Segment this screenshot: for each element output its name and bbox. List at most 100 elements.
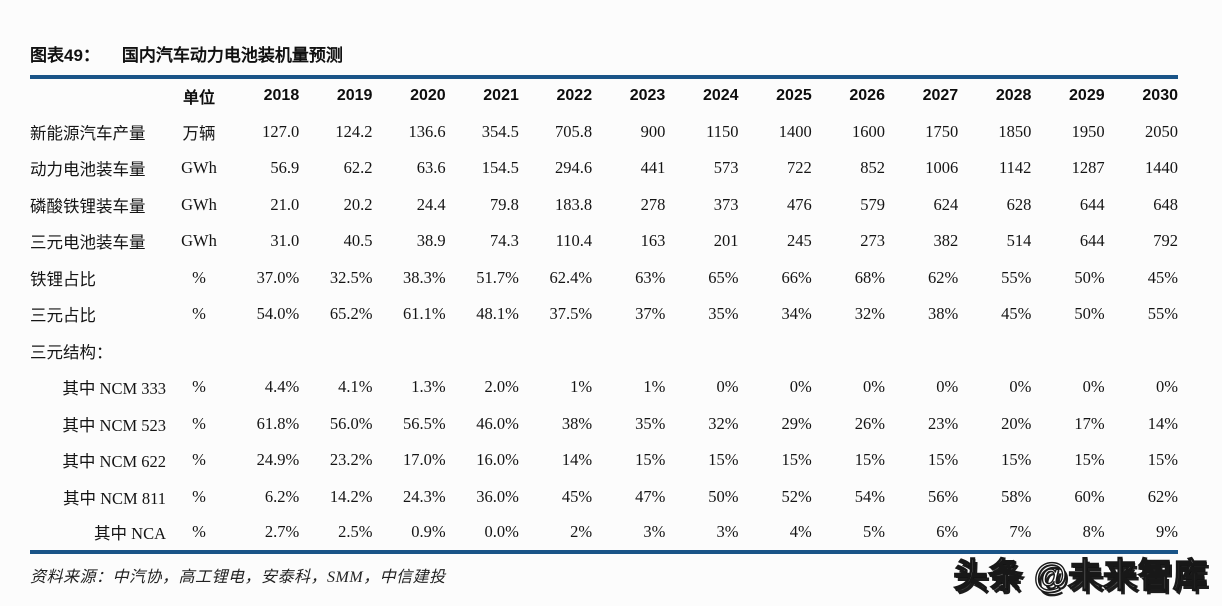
cell-value: 0% (862, 377, 885, 397)
cell-value: 23.2% (329, 450, 373, 470)
cell-value (299, 333, 372, 370)
cell-value: 0% (789, 377, 812, 397)
cell-value: 52% (781, 486, 812, 506)
row-unit: GWh (181, 158, 217, 178)
cell-value: 38.9 (416, 231, 446, 251)
cell-value: 7% (1009, 522, 1032, 542)
cell-value: 23% (927, 413, 959, 433)
cell-value: 62% (927, 267, 959, 287)
cell-value (446, 333, 519, 370)
cell-value: 705.8 (554, 121, 593, 141)
cell-value: 201 (713, 231, 739, 251)
cell-value: 45% (1147, 267, 1178, 287)
row-label: 铁锂占比 (30, 269, 96, 289)
cell-value: 354.5 (481, 121, 519, 141)
cell-value: 68% (854, 267, 885, 287)
cell-value (885, 333, 958, 370)
cell-value (1105, 333, 1178, 370)
row-unit: GWh (181, 194, 217, 214)
cell-value: 32% (854, 304, 885, 324)
cell-value: 373 (713, 194, 739, 214)
column-header-year: 2030 (1142, 87, 1178, 105)
cell-value: 722 (787, 158, 812, 178)
column-header-year: 2027 (922, 87, 959, 105)
cell-value: 26% (854, 413, 885, 433)
cell-value: 624 (933, 194, 959, 214)
cell-value (592, 333, 665, 370)
row-label: 其中 NCM 523 (62, 415, 166, 435)
cell-value: 45% (1001, 304, 1032, 324)
table-row: 其中 NCM 523% 61.8% 56.0% 56.5% 46.0% 38% 35% 32%… (30, 406, 1178, 443)
cell-value: 1850 (998, 121, 1032, 141)
cell-value: 37% (635, 304, 666, 324)
table-row: 三元结构： (30, 333, 1178, 370)
cell-value: 0% (936, 377, 959, 397)
cell-value: 8% (1082, 522, 1105, 542)
cell-value: 273 (860, 231, 885, 251)
row-unit: % (192, 377, 206, 397)
cell-value: 61.1% (403, 304, 446, 324)
cell-value: 38.3% (403, 267, 446, 287)
cell-value: 63% (635, 267, 666, 287)
cell-value: 6.2% (264, 486, 300, 506)
cell-value: 14% (561, 450, 593, 470)
column-header-unit: 单位 (182, 90, 215, 108)
cell-value: 0% (1082, 377, 1105, 397)
cell-value: 792 (1153, 231, 1178, 251)
row-label: 其中 NCM 333 (62, 379, 166, 399)
cell-value: 66% (781, 267, 812, 287)
cell-value: 48.1% (476, 304, 519, 324)
cell-value (958, 333, 1031, 370)
table-row: 新能源汽车产量 万辆 127.0 124.2 136.6 354.5 705.8 900 115… (30, 114, 1178, 151)
cell-value: 2.0% (484, 377, 519, 397)
cell-value (372, 333, 445, 370)
cell-value: 37.0% (256, 267, 300, 287)
cell-value: 63.6 (416, 158, 446, 178)
cell-value: 0.9% (411, 522, 446, 542)
cell-value: 1440 (1145, 158, 1178, 178)
cell-value: 58% (1001, 486, 1032, 506)
cell-value: 1% (643, 377, 666, 397)
cell-value: 9% (1156, 522, 1178, 542)
cell-value: 245 (787, 231, 812, 251)
cell-value: 110.4 (555, 231, 593, 251)
cell-value: 17.0% (403, 450, 446, 470)
cell-value: 47% (635, 486, 666, 506)
row-label: 三元占比 (30, 306, 96, 326)
cell-value: 24.9% (256, 450, 300, 470)
cell-value: 3% (643, 522, 666, 542)
cell-value (812, 333, 885, 370)
cell-value: 1287 (1071, 158, 1105, 178)
cell-value: 55% (1147, 304, 1178, 324)
cell-value: 15% (1147, 450, 1178, 470)
cell-value: 644 (1079, 194, 1105, 214)
cell-value: 65% (708, 267, 739, 287)
figure-title-row: 图表49： 国内汽车动力电池装机量预测 (30, 46, 1178, 66)
table-row: 动力电池装车量 GWh 56.9 62.2 63.6 154.5 294.6 441 573 72… (30, 150, 1178, 187)
row-unit: % (192, 304, 206, 324)
cell-value: 21.0 (270, 194, 300, 214)
cell-value (1031, 333, 1104, 370)
column-header-year: 2018 (263, 87, 300, 105)
row-label: 三元电池装车量 (30, 233, 146, 253)
cell-value: 60% (1074, 486, 1105, 506)
table-header-row: 单位 2018 2019 2020 2021 2022 2023 2024 2025 2026 20… (30, 77, 1178, 114)
cell-value: 40.5 (343, 231, 373, 251)
cell-value: 56.5% (403, 413, 446, 433)
cell-value (226, 333, 299, 370)
column-header-year: 2019 (336, 87, 373, 105)
cell-value: 4.1% (338, 377, 373, 397)
table-row: 三元占比% 54.0% 65.2% 61.1% 48.1% 37.5% 37% 35% 34% 3… (30, 296, 1178, 333)
cell-value: 382 (933, 231, 959, 251)
cell-value: 20.2 (343, 194, 373, 214)
forecast-table-body: 单位 2018 2019 2020 2021 2022 2023 2024 2025 2026 20… (30, 77, 1178, 552)
table-row: 三元电池装车量 GWh 31.0 40.5 38.9 74.3 110.4 163 201 245… (30, 223, 1178, 260)
cell-value: 35% (635, 413, 666, 433)
cell-value: 55% (1001, 267, 1032, 287)
column-header-year: 2028 (995, 87, 1032, 105)
cell-value: 54% (854, 486, 885, 506)
column-header-year: 2022 (556, 87, 593, 105)
cell-value: 56.9 (270, 158, 300, 178)
row-unit: % (192, 267, 206, 287)
table-row: 其中 NCA% 2.7% 2.5% 0.9% 0.0% 2% 3% 3% 4% 5% 6% 7% 8% 9… (30, 515, 1178, 552)
